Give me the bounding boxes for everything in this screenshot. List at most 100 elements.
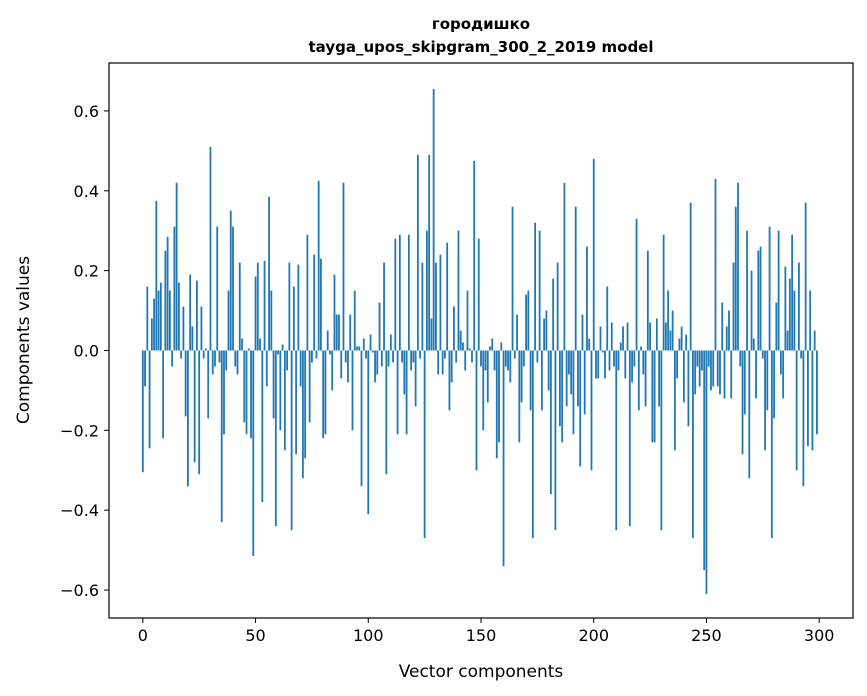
bar	[786, 330, 789, 351]
bar	[694, 350, 697, 395]
bar	[581, 314, 584, 351]
bar	[423, 350, 426, 539]
bar	[534, 222, 537, 351]
bar	[389, 334, 392, 351]
bar	[254, 276, 257, 351]
bar	[748, 350, 751, 479]
bar	[351, 350, 354, 431]
bar	[482, 350, 485, 431]
bar	[270, 290, 273, 351]
bar	[331, 350, 334, 391]
bar	[692, 350, 694, 539]
bar	[608, 350, 611, 371]
bar	[448, 350, 451, 411]
bar	[356, 346, 358, 351]
bar	[637, 350, 640, 411]
bar	[807, 350, 809, 447]
bar	[516, 314, 518, 351]
bar	[667, 290, 670, 351]
bar	[162, 350, 165, 439]
bar	[144, 350, 146, 387]
bar	[705, 350, 708, 595]
bar	[673, 350, 676, 451]
bar	[737, 182, 739, 351]
y-tick-label: 0.4	[74, 182, 99, 201]
bar	[308, 350, 311, 423]
bar	[304, 350, 307, 459]
bar	[714, 178, 717, 351]
bar	[590, 350, 593, 471]
bar	[743, 350, 746, 415]
bar	[802, 350, 805, 487]
bar	[182, 306, 185, 351]
bar	[495, 350, 498, 459]
bar	[157, 290, 160, 351]
bar	[295, 350, 298, 455]
bar	[457, 230, 460, 351]
bar	[191, 326, 194, 351]
bar	[464, 350, 467, 371]
bar	[403, 350, 406, 395]
x-axis-label: Vector components	[399, 662, 564, 682]
bar	[272, 350, 275, 419]
bar	[155, 200, 158, 351]
bar	[504, 350, 507, 367]
bar	[439, 254, 442, 351]
bar	[635, 218, 638, 351]
bar	[703, 350, 706, 571]
bar	[660, 350, 663, 531]
bar	[243, 350, 246, 423]
bar	[299, 350, 302, 387]
bar	[387, 350, 390, 367]
bar	[232, 226, 234, 351]
bar	[484, 350, 487, 371]
bar	[220, 350, 223, 523]
bar	[554, 350, 557, 531]
bar	[177, 282, 180, 351]
bar	[198, 350, 201, 475]
bar	[171, 350, 174, 367]
bar	[775, 302, 778, 351]
bar	[311, 350, 313, 363]
bar	[529, 350, 532, 411]
bar	[604, 350, 606, 379]
bar	[466, 290, 469, 351]
bar	[732, 262, 735, 351]
bar	[579, 350, 582, 467]
bar	[791, 234, 794, 351]
bar	[166, 236, 169, 351]
bar	[333, 274, 336, 351]
bar	[770, 350, 773, 539]
bar	[646, 250, 649, 351]
bar	[739, 350, 742, 367]
bar	[491, 338, 494, 351]
bar	[746, 230, 748, 351]
bar	[597, 350, 600, 379]
x-tick-label: 250	[691, 626, 722, 645]
y-axis: −0.6 −0.4 −0.2 0.0 0.2 0.4 0.6	[60, 102, 109, 600]
bar	[236, 350, 239, 375]
bar	[168, 290, 171, 351]
bar	[189, 274, 192, 351]
y-tick-label: 0.0	[74, 341, 99, 360]
bar	[658, 350, 661, 407]
bar	[734, 206, 737, 351]
bar	[696, 350, 699, 367]
bar	[153, 298, 155, 351]
bar	[811, 350, 814, 451]
bar	[522, 350, 525, 367]
bar	[441, 350, 444, 375]
bar	[712, 350, 715, 387]
bar	[617, 350, 620, 371]
bar	[193, 350, 196, 463]
bar	[265, 350, 268, 387]
bar	[741, 350, 744, 455]
bar	[416, 154, 419, 351]
y-tick-label: −0.4	[60, 501, 99, 520]
bar	[721, 302, 724, 351]
bar	[148, 350, 151, 449]
bar	[335, 314, 338, 351]
bar	[545, 310, 548, 351]
bar	[651, 350, 654, 443]
bar	[435, 262, 437, 351]
